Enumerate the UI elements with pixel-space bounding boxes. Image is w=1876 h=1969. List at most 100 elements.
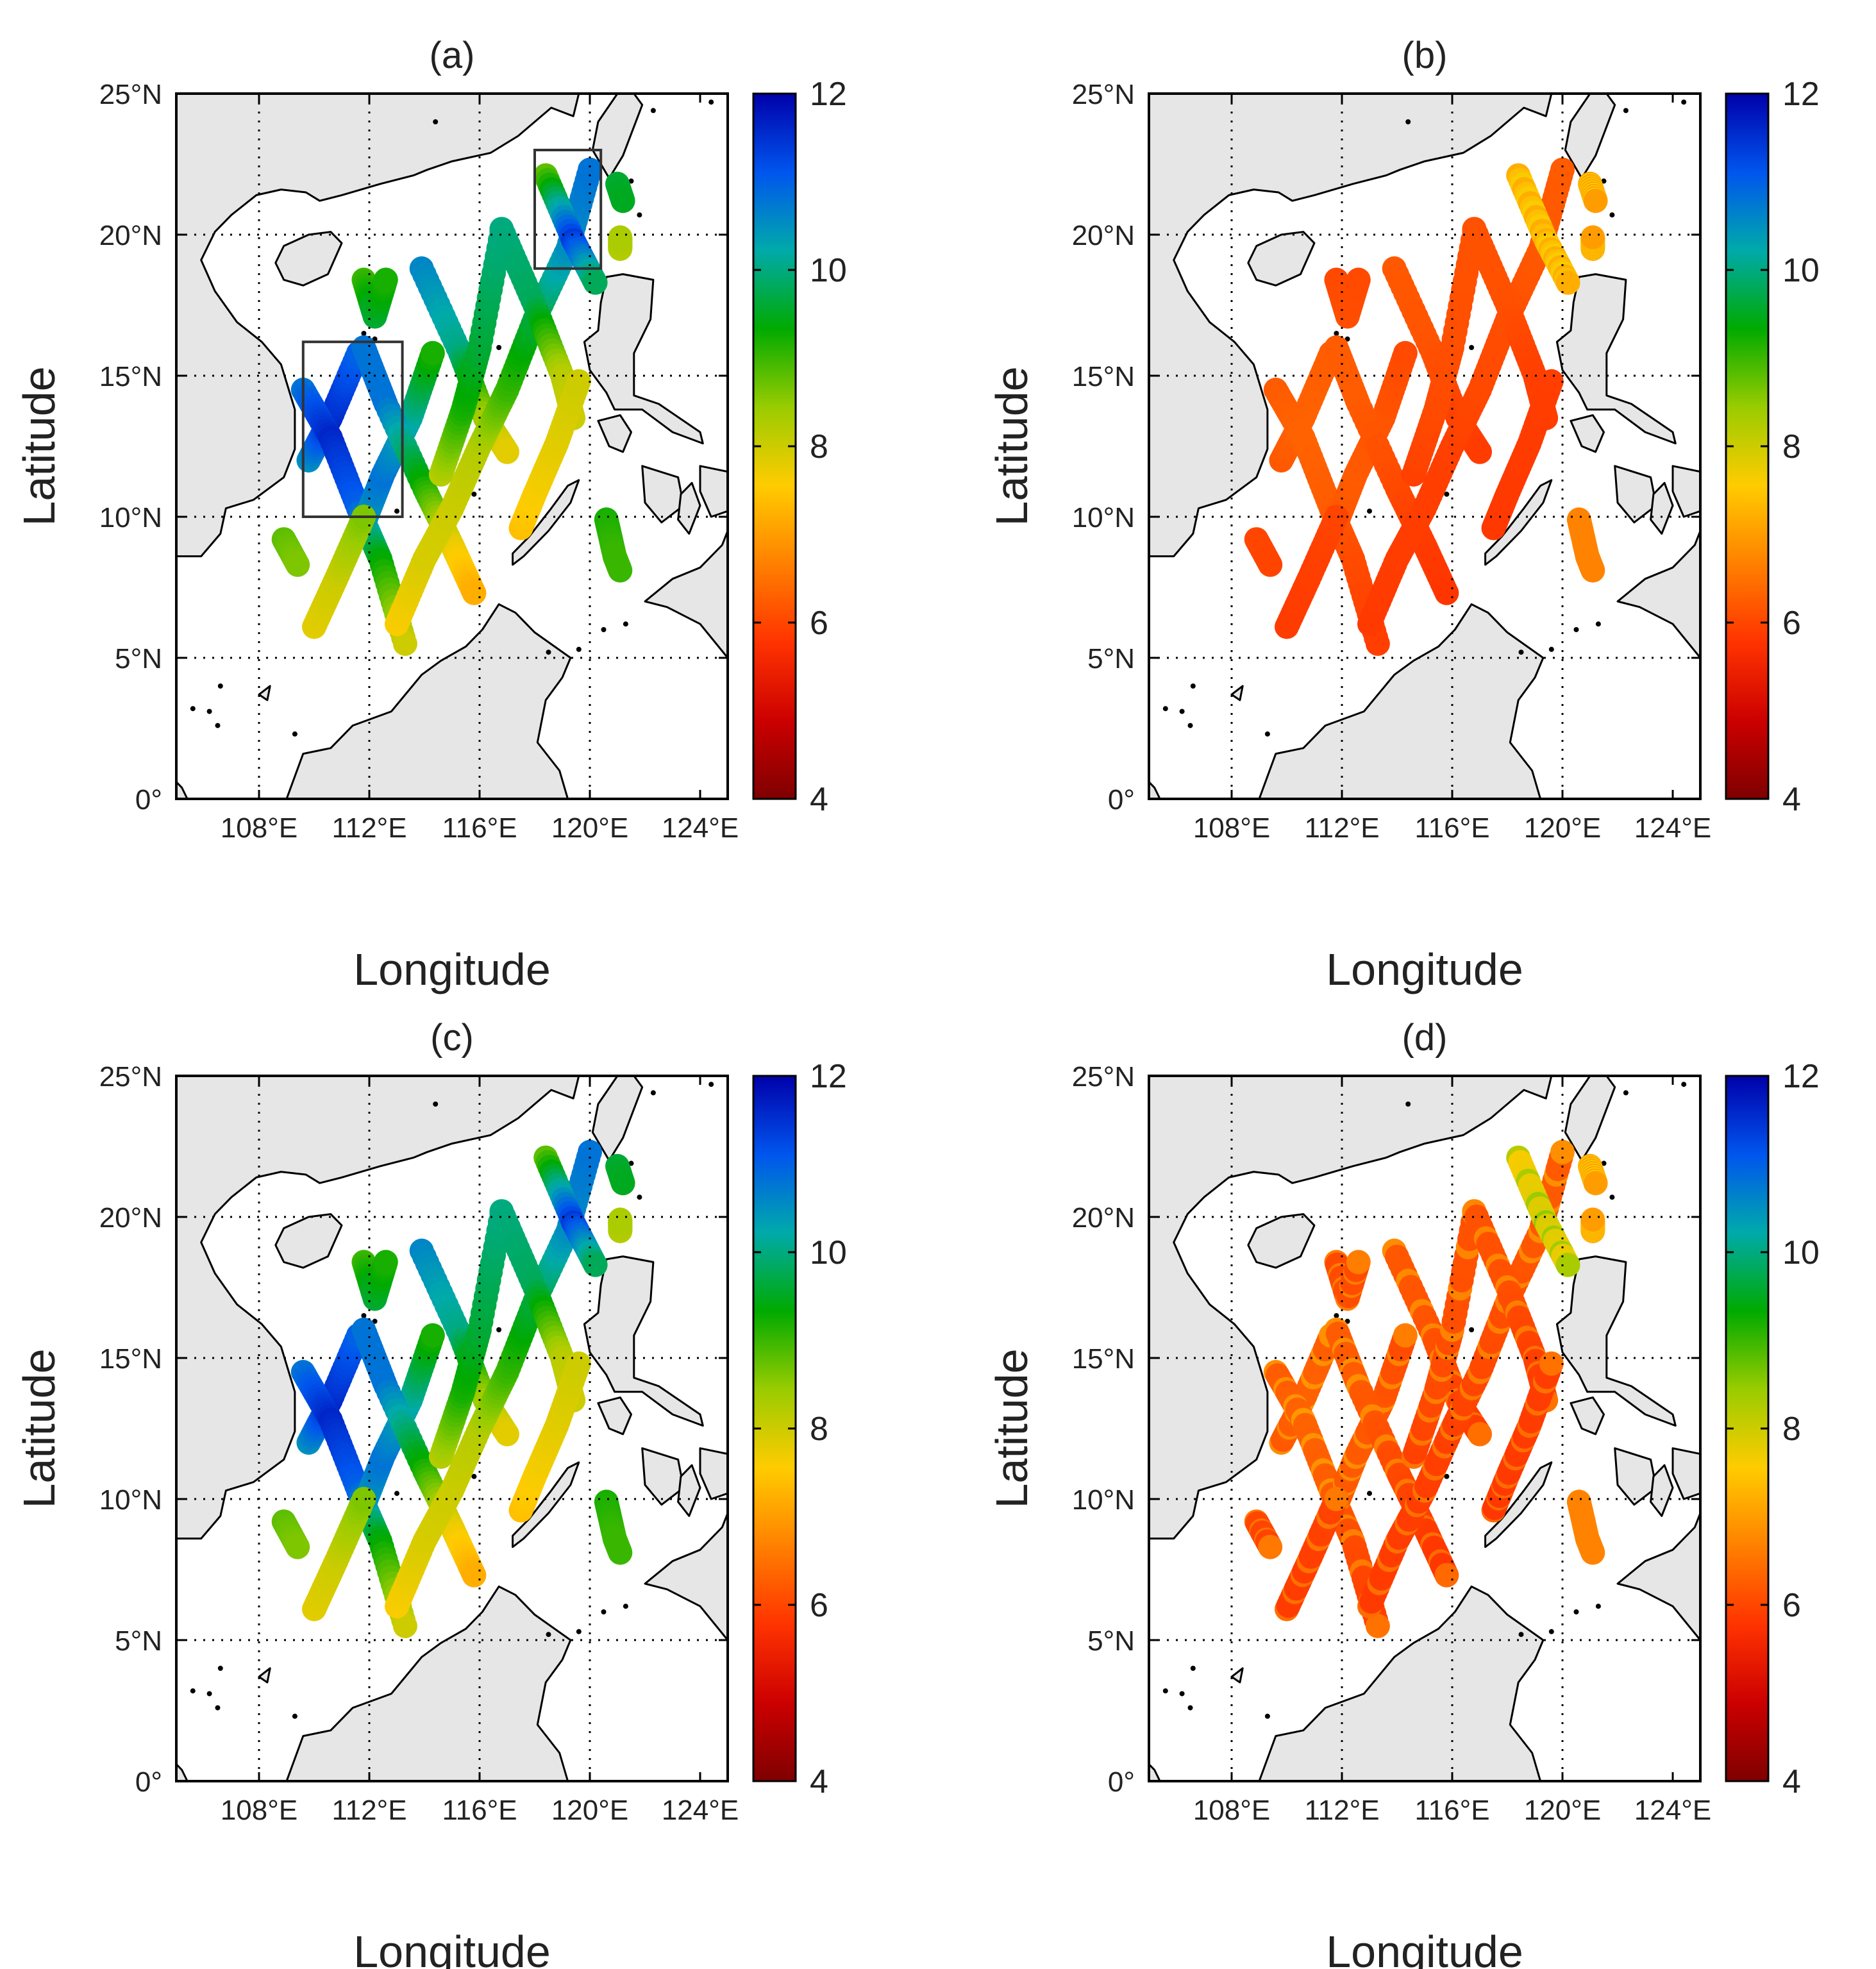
islet (215, 723, 221, 728)
islet (1548, 646, 1554, 652)
panel-b: (b) 108°E 112°E 116°E 120°E 124°E 0° 5°N 10°N 15°… (987, 35, 1820, 994)
lat-tick-label: 25°N (99, 79, 162, 110)
track-A6 (1244, 527, 1283, 577)
islet (1601, 178, 1607, 184)
track-A10 (1401, 219, 1487, 487)
track-A7 (1324, 267, 1371, 329)
islet (1334, 1313, 1339, 1318)
track-point (578, 157, 602, 182)
track-A5 (302, 1487, 376, 1621)
lat-tick-label: 5°N (1087, 1625, 1135, 1657)
track-point (608, 1207, 633, 1232)
panel-c: (c) 108°E 112°E 116°E 120°E 124°E 0° 5°N 10°N 15°… (14, 1017, 847, 1969)
track-point (373, 1250, 398, 1275)
track-A5 (1275, 505, 1349, 639)
land-polygon (176, 781, 188, 799)
colorbar-tick-label: 4 (810, 781, 828, 818)
islet (1681, 99, 1687, 105)
track-A13 (533, 1145, 608, 1277)
track-point (583, 270, 608, 295)
lat-tick-label: 5°N (115, 1625, 162, 1657)
land-polygon (512, 479, 580, 566)
lon-tick-label: 120°E (1524, 812, 1601, 844)
lon-tick-label: 116°E (1414, 1795, 1489, 1826)
land-polygon (258, 1667, 271, 1684)
lon-tick-label: 124°E (662, 812, 739, 844)
islet (361, 1313, 367, 1318)
track-point (1258, 552, 1283, 577)
land-polygon (192, 1585, 572, 1781)
track-point (583, 1252, 608, 1277)
land-polygon (1650, 482, 1674, 535)
islet (1162, 1688, 1168, 1694)
land-polygon (1671, 465, 1700, 518)
land-polygon (1484, 479, 1553, 566)
track-point (1580, 225, 1605, 250)
islet (292, 1713, 297, 1719)
islet (394, 508, 399, 514)
track-point (1346, 267, 1371, 292)
track-A15 (1580, 225, 1605, 261)
lat-tick-label: 15°N (1072, 1343, 1135, 1375)
islet (1367, 1491, 1372, 1496)
islet (1179, 708, 1185, 714)
x-axis-label: Longitude (353, 1927, 551, 1969)
lat-tick-label: 25°N (1072, 79, 1135, 110)
track-A14 (605, 171, 635, 214)
track-point (1365, 632, 1390, 656)
lon-tick-label: 120°E (1524, 1795, 1601, 1826)
lat-tick-label: 5°N (1087, 643, 1135, 674)
islet (1681, 1082, 1687, 1087)
track-point (1468, 439, 1492, 464)
land-polygon (176, 94, 580, 558)
lat-tick-label: 0° (135, 784, 162, 816)
islet (496, 345, 502, 350)
land-polygon (1164, 1585, 1545, 1781)
land-polygon (644, 1512, 728, 1641)
highlight-box (301, 340, 404, 518)
islet (1444, 491, 1450, 497)
lat-tick-label: 20°N (1072, 1202, 1135, 1234)
lat-tick-label: 15°N (99, 361, 162, 392)
land-polygon (699, 1447, 728, 1500)
colorbar-tick-label: 8 (810, 428, 828, 465)
track-point (610, 1171, 635, 1196)
track-point (1583, 1171, 1608, 1196)
islet (217, 1666, 223, 1671)
y-axis-label: Latitude (14, 366, 64, 526)
track-A12 (508, 1351, 591, 1523)
track-point (610, 189, 635, 214)
track-point (608, 225, 633, 250)
islet (1334, 331, 1339, 336)
track-A6 (1244, 1509, 1283, 1559)
x-axis-label: Longitude (1326, 1927, 1523, 1969)
track-point (1434, 1563, 1459, 1588)
track-point (392, 1614, 417, 1638)
map-frame (1148, 1075, 1702, 1782)
track-point (373, 267, 398, 292)
track-point (285, 552, 310, 577)
lat-tick-label: 0° (1108, 784, 1135, 816)
islet (628, 178, 634, 184)
track-point (495, 1421, 519, 1446)
lon-tick-label: 108°E (1193, 1795, 1270, 1826)
islet (1190, 1666, 1196, 1671)
panel-title: (a) (430, 35, 475, 76)
islet (576, 646, 582, 652)
y-axis-label: Latitude (987, 1348, 1037, 1508)
land-polygon (644, 530, 728, 659)
panel-title: (b) (1402, 35, 1448, 76)
islet (1595, 621, 1601, 627)
islet (1623, 108, 1629, 113)
map-area (1148, 1075, 1702, 1782)
panel-title: (c) (430, 1017, 474, 1059)
colorbar-tick-label: 10 (1782, 252, 1820, 289)
track-point (1365, 1614, 1390, 1638)
lat-tick-label: 10°N (99, 1484, 162, 1516)
lat-tick-label: 10°N (99, 502, 162, 533)
x-axis-label: Longitude (353, 944, 551, 994)
lon-tick-label: 120°E (551, 812, 628, 844)
track-point (1346, 1250, 1371, 1275)
track-A7 (351, 1250, 398, 1311)
islet (1405, 119, 1411, 124)
